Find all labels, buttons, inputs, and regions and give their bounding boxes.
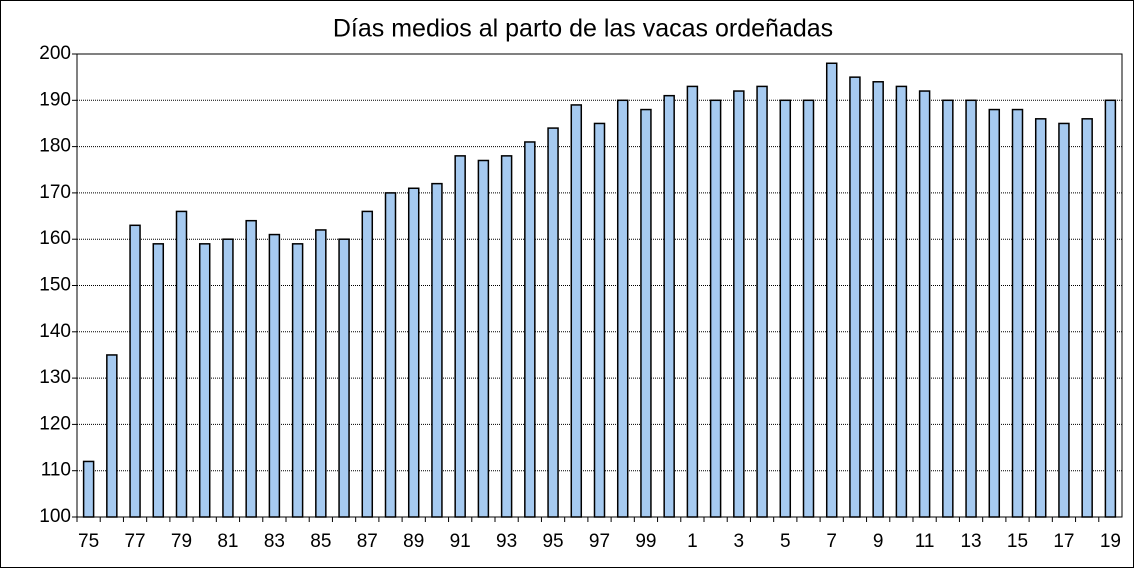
x-tick-label: 95 <box>542 531 563 552</box>
x-tick-label: 9 <box>873 531 884 552</box>
y-tick-label: 150 <box>39 275 71 296</box>
bar <box>338 238 350 518</box>
x-tick-label: 19 <box>1100 531 1121 552</box>
x-tick-label: 1 <box>687 531 698 552</box>
bar <box>1034 118 1047 518</box>
bar <box>779 99 792 518</box>
y-tick-label: 130 <box>39 367 71 388</box>
y-tick-label: 110 <box>41 460 71 481</box>
y-tick-label: 100 <box>39 506 71 527</box>
bar <box>1104 99 1117 518</box>
y-tick-label: 160 <box>39 228 71 249</box>
x-tick-label: 91 <box>450 531 471 552</box>
bar <box>315 229 327 518</box>
y-tick-label: 190 <box>39 89 71 110</box>
bar <box>640 108 652 518</box>
bar <box>756 85 768 518</box>
bar <box>384 192 397 518</box>
bar <box>733 90 745 518</box>
bar <box>1058 122 1070 518</box>
x-tick-label: 11 <box>915 531 935 552</box>
x-tick-label: 75 <box>78 531 99 552</box>
bar <box>965 99 977 518</box>
bar <box>918 90 931 518</box>
bar <box>1011 108 1024 518</box>
y-tick-label: 170 <box>39 182 71 203</box>
bar <box>106 354 118 518</box>
bar <box>1081 118 1093 518</box>
x-tick-label: 85 <box>310 531 331 552</box>
bar <box>802 99 815 518</box>
x-tick-label: 13 <box>960 531 981 552</box>
bar <box>82 460 95 518</box>
x-tick-label: 3 <box>734 531 745 552</box>
x-tick-label: 89 <box>403 531 424 552</box>
x-tick-label: 81 <box>217 531 238 552</box>
bar <box>593 122 606 518</box>
bar <box>547 127 559 518</box>
bar <box>524 141 536 518</box>
y-tick-label: 120 <box>39 413 71 434</box>
x-tick-label: 77 <box>124 531 145 552</box>
bar <box>477 159 490 518</box>
bar <box>129 224 141 518</box>
bar <box>152 243 165 518</box>
x-tick-label: 99 <box>635 531 656 552</box>
bar <box>849 76 861 518</box>
bar <box>222 238 234 518</box>
bar <box>663 94 675 518</box>
chart-title: Días medios al parto de las vacas ordeña… <box>333 15 833 43</box>
bar <box>175 210 188 518</box>
x-tick-label: 7 <box>826 531 837 552</box>
x-tick-label: 93 <box>496 531 517 552</box>
bar <box>500 155 513 518</box>
bar <box>570 104 583 518</box>
x-tick-label: 15 <box>1007 531 1028 552</box>
bar <box>291 243 304 518</box>
bar <box>895 85 908 518</box>
bar <box>825 62 838 518</box>
x-tick-label: 83 <box>264 531 285 552</box>
bar <box>709 99 722 518</box>
bar <box>268 233 281 518</box>
bar <box>686 85 699 518</box>
y-tick-label: 180 <box>39 136 71 157</box>
y-tick-label: 200 <box>39 43 71 64</box>
bar <box>988 108 1001 518</box>
x-tick-label: 17 <box>1053 531 1074 552</box>
bar <box>245 219 257 518</box>
y-tick-label: 140 <box>39 321 71 342</box>
x-tick-label: 79 <box>171 531 192 552</box>
bar <box>454 155 466 518</box>
bar <box>872 81 884 518</box>
x-tick-label: 87 <box>357 531 378 552</box>
bar <box>616 99 629 518</box>
bar <box>431 182 443 518</box>
x-tick-label: 97 <box>589 531 610 552</box>
bar <box>407 187 420 518</box>
bar <box>198 243 211 518</box>
x-tick-label: 5 <box>780 531 791 552</box>
bar <box>361 210 374 518</box>
bar <box>942 99 954 518</box>
